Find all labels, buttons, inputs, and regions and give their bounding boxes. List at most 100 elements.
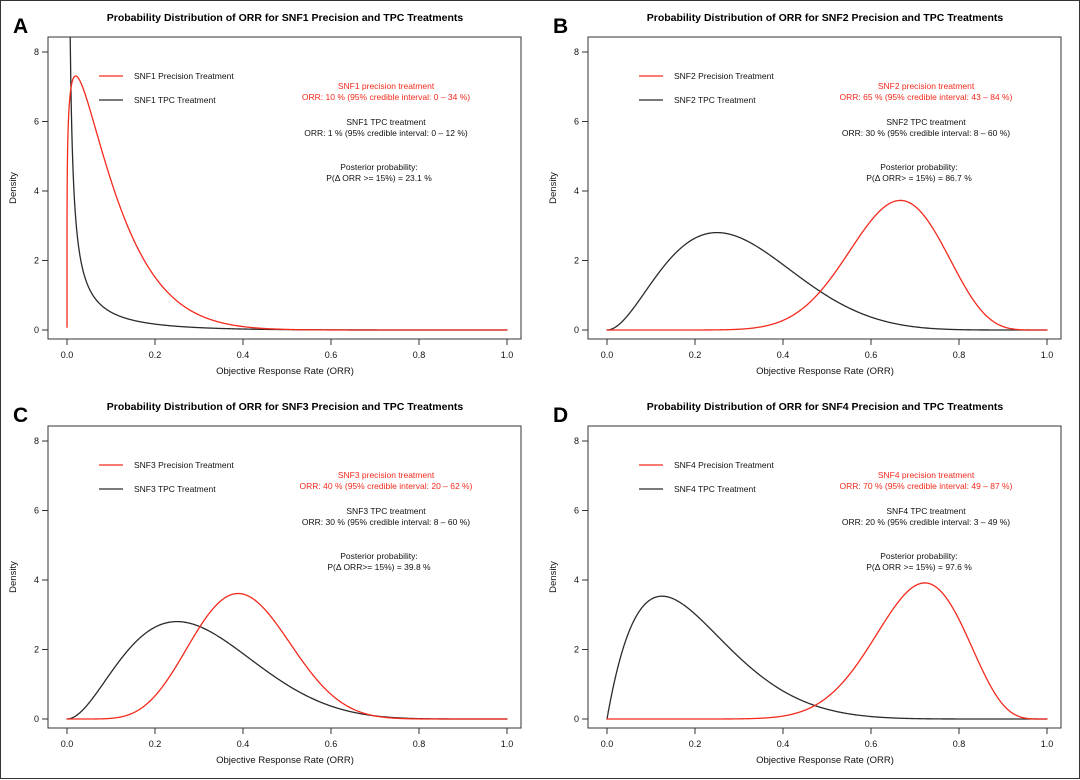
x-tick-label: 0.8 <box>953 350 966 360</box>
y-tick-label: 0 <box>574 325 579 335</box>
axis-ticks: 0 2 4 6 8 0.0 0.2 0.4 0.6 0.8 1.0 <box>34 47 513 360</box>
panel-letter: A <box>13 15 28 38</box>
y-tick-label: 4 <box>574 186 579 196</box>
x-axis-label: Objective Response Rate (ORR) <box>756 366 894 377</box>
annotation-precision-name: SNF2 precision treatment <box>878 81 975 91</box>
legend-label-precision: SNF1 Precision Treatment <box>134 71 234 81</box>
precision-density-curve <box>66 75 508 331</box>
x-tick-label: 0.6 <box>325 739 338 749</box>
x-tick-label: 0.2 <box>689 350 702 360</box>
y-tick-label: 0 <box>34 714 39 724</box>
y-axis-label: Density <box>548 172 559 204</box>
y-tick-label: 8 <box>574 436 579 446</box>
x-tick-label: 1.0 <box>501 350 514 360</box>
annotation-posterior-title: Posterior probability: <box>880 162 957 172</box>
panel-d: D Probability Distribution of ORR for SN… <box>548 401 1062 766</box>
y-tick-label: 8 <box>34 436 39 446</box>
chart-title: Probability Distribution of ORR for SNF1… <box>107 12 464 24</box>
x-tick-label: 1.0 <box>501 739 514 749</box>
annotation-posterior-title: Posterior probability: <box>880 551 957 561</box>
legend-label-precision: SNF4 Precision Treatment <box>674 460 774 470</box>
panel-letter: C <box>13 404 28 427</box>
x-tick-label: 0.0 <box>61 739 74 749</box>
x-tick-label: 0.4 <box>237 739 250 749</box>
y-tick-label: 2 <box>34 645 39 655</box>
annotation-posterior-value: P(Δ ORR> = 15%) = 86.7 % <box>866 173 972 183</box>
y-tick-label: 6 <box>34 506 39 516</box>
plot-box <box>587 425 1062 729</box>
tpc-density-curve <box>69 37 508 331</box>
x-tick-label: 0.2 <box>149 739 162 749</box>
plot-box <box>47 36 522 340</box>
x-axis-label: Objective Response Rate (ORR) <box>216 755 354 766</box>
x-tick-label: 0.8 <box>413 350 426 360</box>
y-tick-label: 4 <box>34 186 39 196</box>
y-tick-label: 8 <box>574 47 579 57</box>
precision-density-curve <box>606 199 1048 331</box>
legend-label-tpc: SNF4 TPC Treatment <box>674 484 756 494</box>
x-tick-label: 0.4 <box>777 739 790 749</box>
chart-title: Probability Distribution of ORR for SNF3… <box>107 401 464 413</box>
x-tick-label: 0.4 <box>237 350 250 360</box>
x-tick-label: 0.6 <box>865 350 878 360</box>
y-tick-label: 2 <box>574 645 579 655</box>
x-tick-label: 0.6 <box>325 350 338 360</box>
plot-box <box>587 36 1062 340</box>
annotation-tpc-orr: ORR: 20 % (95% credible interval: 3 – 49… <box>842 517 1010 527</box>
x-tick-label: 0.0 <box>601 739 614 749</box>
annotation-tpc-orr: ORR: 30 % (95% credible interval: 8 – 60… <box>842 128 1010 138</box>
y-tick-label: 2 <box>34 256 39 266</box>
precision-density-curve <box>606 582 1048 720</box>
legend-label-tpc: SNF2 TPC Treatment <box>674 95 756 105</box>
axis-ticks: 0 2 4 6 8 0.0 0.2 0.4 0.6 0.8 1.0 <box>574 47 1053 360</box>
y-tick-label: 6 <box>34 117 39 127</box>
y-axis-label: Density <box>8 561 19 593</box>
chart-title: Probability Distribution of ORR for SNF4… <box>647 401 1004 413</box>
annotation-precision-orr: ORR: 65 % (95% credible interval: 43 – 8… <box>840 92 1013 102</box>
panel-c: C Probability Distribution of ORR for SN… <box>8 401 522 766</box>
x-tick-label: 0.6 <box>865 739 878 749</box>
tpc-density-curve <box>606 231 1048 331</box>
y-tick-label: 6 <box>574 117 579 127</box>
x-tick-label: 0.4 <box>777 350 790 360</box>
legend-label-tpc: SNF3 TPC Treatment <box>134 484 216 494</box>
chart-title: Probability Distribution of ORR for SNF2… <box>647 12 1004 24</box>
annotation-precision-name: SNF4 precision treatment <box>878 470 975 480</box>
annotation-precision-name: SNF1 precision treatment <box>338 81 435 91</box>
annotation-precision-name: SNF3 precision treatment <box>338 470 435 480</box>
x-tick-label: 0.8 <box>413 739 426 749</box>
annotation-posterior-value: P(Δ ORR>= 15%) = 39.8 % <box>327 562 431 572</box>
density-curves <box>606 582 1048 720</box>
x-axis-label: Objective Response Rate (ORR) <box>216 366 354 377</box>
y-axis-label: Density <box>8 172 19 204</box>
annotation-tpc-name: SNF4 TPC treatment <box>886 506 966 516</box>
y-tick-label: 6 <box>574 506 579 516</box>
y-tick-label: 8 <box>34 47 39 57</box>
x-tick-label: 0.0 <box>61 350 74 360</box>
annotation-tpc-orr: ORR: 1 % (95% credible interval: 0 – 12 … <box>304 128 468 138</box>
annotation-posterior-title: Posterior probability: <box>340 551 417 561</box>
tpc-density-curve <box>606 595 1048 720</box>
annotation-precision-orr: ORR: 40 % (95% credible interval: 20 – 6… <box>300 481 473 491</box>
axis-ticks: 0 2 4 6 8 0.0 0.2 0.4 0.6 0.8 1.0 <box>574 436 1053 749</box>
x-tick-label: 1.0 <box>1041 739 1054 749</box>
annotation-tpc-name: SNF1 TPC treatment <box>346 117 426 127</box>
annotation-tpc-name: SNF2 TPC treatment <box>886 117 966 127</box>
density-curves <box>66 37 508 331</box>
y-axis-label: Density <box>548 561 559 593</box>
annotation-posterior-value: P(Δ ORR >= 15%) = 97.6 % <box>866 562 972 572</box>
panel-b: B Probability Distribution of ORR for SN… <box>548 12 1062 377</box>
x-tick-label: 0.2 <box>689 739 702 749</box>
legend-label-precision: SNF2 Precision Treatment <box>674 71 774 81</box>
axis-ticks: 0 2 4 6 8 0.0 0.2 0.4 0.6 0.8 1.0 <box>34 436 513 749</box>
density-curves <box>66 592 508 720</box>
x-tick-label: 0.0 <box>601 350 614 360</box>
annotation-precision-orr: ORR: 10 % (95% credible interval: 0 – 34… <box>302 92 470 102</box>
y-tick-label: 4 <box>574 575 579 585</box>
y-tick-label: 0 <box>574 714 579 724</box>
y-tick-label: 2 <box>574 256 579 266</box>
annotation-tpc-name: SNF3 TPC treatment <box>346 506 426 516</box>
panel-letter: B <box>553 15 568 38</box>
y-tick-label: 0 <box>34 325 39 335</box>
tpc-density-curve <box>66 620 508 720</box>
